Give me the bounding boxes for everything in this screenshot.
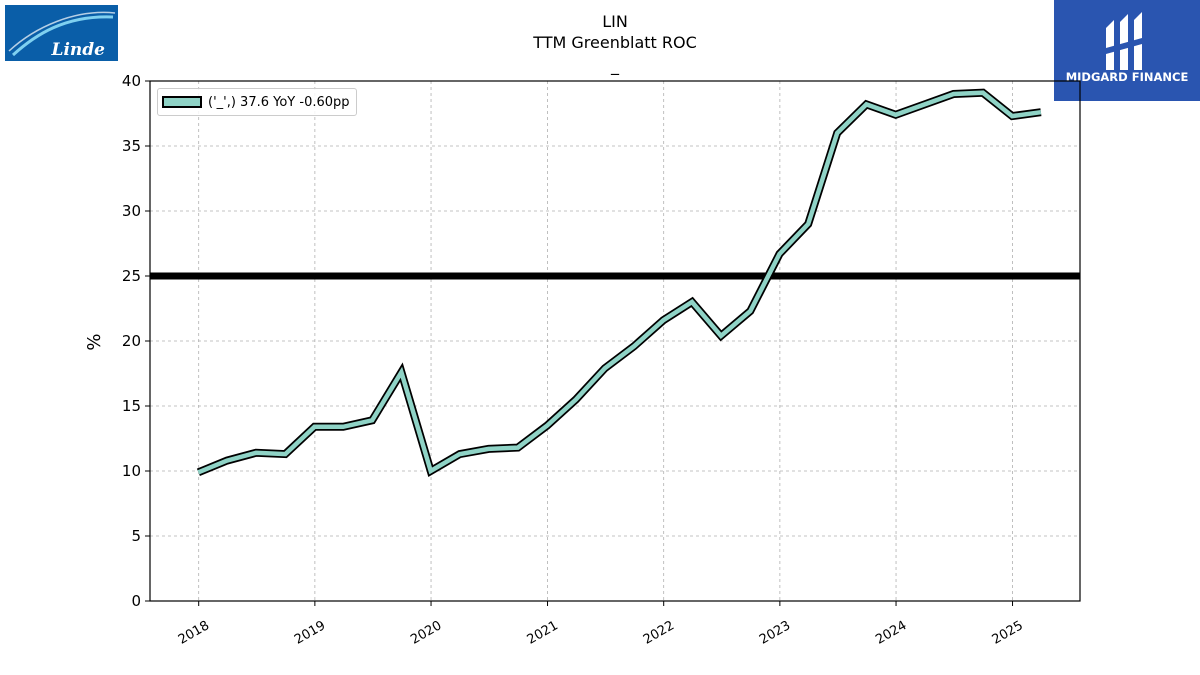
y-tick-label: 25 bbox=[122, 267, 141, 285]
y-tick-label: 20 bbox=[122, 332, 141, 350]
y-axis-label: % bbox=[84, 333, 105, 350]
series-point bbox=[719, 334, 722, 337]
series-point bbox=[952, 93, 955, 96]
x-tick-label: 2018 bbox=[176, 618, 212, 648]
series-point bbox=[749, 310, 752, 313]
legend-swatch bbox=[162, 96, 202, 108]
series-line-outline bbox=[196, 88, 1042, 478]
y-tick-label: 5 bbox=[131, 527, 141, 545]
legend-label: ('_',) 37.6 YoY -0.60pp bbox=[208, 94, 350, 110]
x-tick-label: 2020 bbox=[408, 618, 444, 648]
y-tick-label: 30 bbox=[122, 202, 141, 220]
y-tick-label: 35 bbox=[122, 137, 141, 155]
series-point bbox=[778, 252, 781, 255]
series-point bbox=[662, 319, 665, 322]
chart-subtitle-secondary: _ bbox=[611, 56, 619, 75]
series-line bbox=[197, 90, 1042, 475]
linde-logo-swoosh bbox=[11, 15, 114, 57]
linde-logo-text: Linde bbox=[51, 40, 106, 60]
series-point bbox=[342, 425, 345, 428]
y-axis: 0 5 10 15 20 25 30 35 40 bbox=[122, 72, 150, 610]
grid-lines bbox=[150, 80, 1080, 602]
series-point bbox=[981, 91, 984, 94]
series-point bbox=[487, 447, 490, 450]
x-tick-label: 2022 bbox=[641, 618, 677, 648]
series-point bbox=[313, 425, 316, 428]
series-point bbox=[836, 132, 839, 135]
legend: ('_',) 37.6 YoY -0.60pp bbox=[157, 88, 357, 116]
series-point bbox=[197, 471, 200, 474]
series-point bbox=[1039, 111, 1042, 114]
series-point bbox=[574, 398, 577, 401]
series-point bbox=[516, 446, 519, 449]
y-tick-label: 15 bbox=[122, 397, 141, 415]
x-tick-label: 2023 bbox=[757, 618, 793, 648]
series-group bbox=[196, 88, 1042, 478]
x-tick-label: 2019 bbox=[292, 618, 328, 648]
midgard-logo-mark bbox=[1106, 20, 1114, 70]
series-point bbox=[400, 371, 403, 374]
series-point bbox=[284, 453, 287, 456]
series-point bbox=[691, 301, 694, 304]
series-point bbox=[546, 424, 549, 427]
midgard-finance-logo: MIDGARD FINANCE bbox=[1054, 0, 1200, 101]
x-tick-label: 2025 bbox=[990, 618, 1026, 648]
series-point bbox=[226, 459, 229, 462]
x-axis: 2018 2019 2020 2021 2022 2023 2024 2025 bbox=[176, 601, 1026, 648]
series-point bbox=[923, 103, 926, 106]
y-tick-label: 10 bbox=[122, 462, 141, 480]
series-point bbox=[865, 103, 868, 106]
chart-subtitle: TTM Greenblatt ROC bbox=[533, 33, 697, 52]
x-tick-label: 2024 bbox=[873, 618, 909, 648]
linde-logo: Linde bbox=[5, 5, 118, 61]
series-point bbox=[371, 419, 374, 422]
x-tick-label: 2021 bbox=[525, 618, 561, 648]
midgard-logo-text: MIDGARD FINANCE bbox=[1066, 70, 1189, 84]
series-point bbox=[458, 453, 461, 456]
series-point bbox=[429, 470, 432, 473]
y-tick-label: 0 bbox=[131, 592, 141, 610]
series-point bbox=[807, 223, 810, 226]
y-tick-label: 40 bbox=[122, 72, 141, 90]
series-point bbox=[254, 451, 257, 454]
series-point bbox=[603, 367, 606, 370]
series-point bbox=[1011, 115, 1014, 118]
chart-title: LIN bbox=[602, 12, 628, 31]
series-point bbox=[633, 345, 636, 348]
linde-logo-background bbox=[5, 5, 118, 61]
series-point bbox=[894, 113, 897, 116]
